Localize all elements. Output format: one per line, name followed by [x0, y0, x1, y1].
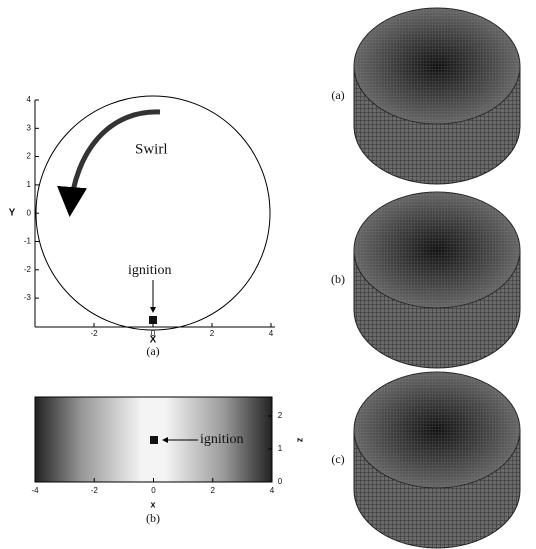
mesh: (c) — [331, 371, 521, 549]
x-tick-label: 0 — [151, 486, 156, 495]
mesh-label: (c) — [331, 452, 344, 466]
mesh: (b) — [331, 191, 521, 369]
z-tick-label: 2 — [278, 411, 283, 420]
x-tick-label: 2 — [211, 486, 216, 495]
mesh: (a) — [331, 7, 521, 185]
ignition-point — [149, 316, 157, 324]
caption: (b) — [146, 511, 160, 525]
top-plot: Swirl ignition X Y (a) -2 0 2 4 4 3 2 1 0 -1 -2 -3 — [9, 95, 275, 358]
x-tick-label: 0 — [151, 329, 156, 338]
y-tick-label: -1 — [24, 237, 32, 246]
mesh-label: (b) — [331, 272, 345, 286]
meshes: (a) (b) (c) — [331, 7, 521, 549]
mesh-top-grid — [354, 8, 520, 124]
mesh-top-grid — [354, 372, 520, 488]
y-tick-label: 1 — [27, 180, 32, 189]
y-tick-label: -3 — [24, 293, 32, 302]
z-label: z — [296, 438, 306, 443]
y-tick-label: 2 — [27, 152, 32, 161]
mesh-label: (a) — [331, 88, 344, 102]
x-tick-label: 4 — [270, 486, 275, 495]
z-tick-label: 1 — [278, 444, 283, 453]
y-label: Y — [9, 208, 16, 219]
x-tick-label: 4 — [269, 329, 274, 338]
x-tick-label: 2 — [210, 329, 215, 338]
x-tick-label: -2 — [91, 486, 99, 495]
ignition-point — [150, 436, 158, 444]
swirl-label: Swirl — [135, 141, 168, 157]
caption: (a) — [146, 344, 159, 358]
y-tick-label: 4 — [27, 95, 32, 104]
z-tick-label: 0 — [278, 477, 283, 486]
swirl-arrow — [57, 109, 161, 217]
x-label: X — [150, 335, 157, 346]
ignition-label: ignition — [200, 432, 244, 447]
mesh-top-grid — [354, 192, 520, 308]
x-tick-label: -2 — [90, 329, 98, 338]
y-tick-label: -2 — [24, 265, 32, 274]
x-tick-label: -4 — [31, 486, 39, 495]
ignition-label: ignition — [128, 263, 172, 278]
x-label: x — [150, 499, 155, 509]
y-tick-label: 0 — [27, 208, 32, 217]
y-tick-label: 3 — [27, 123, 32, 132]
